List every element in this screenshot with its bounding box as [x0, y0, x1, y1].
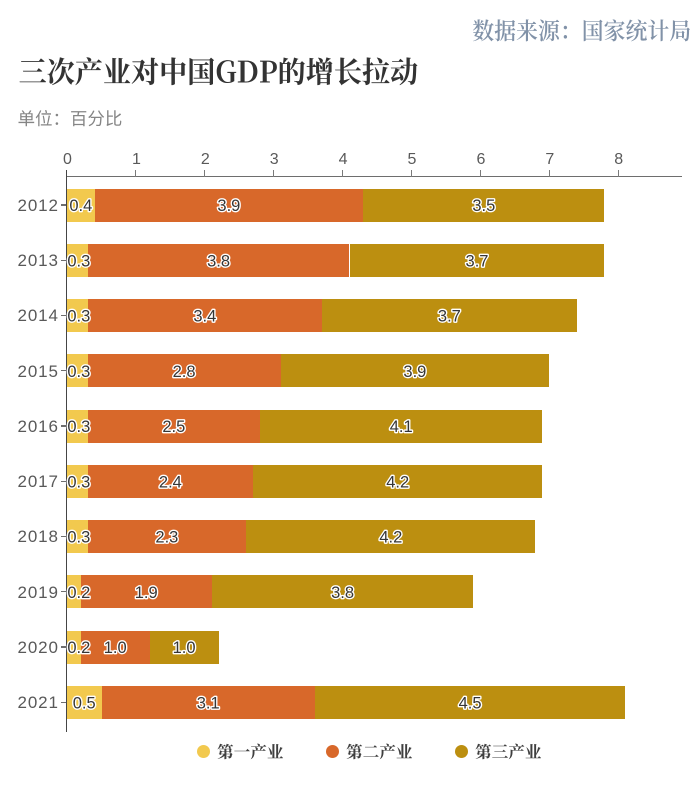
svg-text:1.0: 1.0 [104, 639, 127, 657]
svg-text:0.2: 0.2 [67, 639, 90, 657]
svg-text:2.3: 2.3 [155, 529, 178, 547]
svg-text:3.9: 3.9 [217, 197, 240, 215]
svg-text:3.8: 3.8 [331, 584, 354, 602]
svg-text:3.5: 3.5 [472, 197, 495, 215]
svg-text:3.9: 3.9 [403, 363, 426, 381]
svg-text:0.2: 0.2 [67, 584, 90, 602]
svg-text:3.7: 3.7 [466, 252, 489, 270]
svg-text:3.7: 3.7 [438, 308, 461, 326]
svg-text:0.5: 0.5 [73, 694, 96, 712]
svg-text:3.1: 3.1 [197, 694, 220, 712]
svg-text:0.4: 0.4 [69, 197, 92, 215]
svg-text:0.3: 0.3 [67, 363, 90, 381]
svg-text:3.4: 3.4 [193, 308, 216, 326]
svg-text:2.5: 2.5 [162, 418, 185, 436]
svg-text:1.0: 1.0 [173, 639, 196, 657]
svg-text:2.4: 2.4 [159, 473, 182, 491]
svg-text:2.8: 2.8 [173, 363, 196, 381]
svg-text:0.3: 0.3 [67, 308, 90, 326]
svg-text:4.2: 4.2 [386, 473, 409, 491]
svg-text:4.2: 4.2 [379, 529, 402, 547]
svg-text:1.9: 1.9 [135, 584, 158, 602]
svg-text:0.3: 0.3 [67, 529, 90, 547]
svg-text:4.1: 4.1 [390, 418, 413, 436]
svg-text:0.3: 0.3 [67, 418, 90, 436]
svg-text:4.5: 4.5 [459, 694, 482, 712]
svg-text:0.3: 0.3 [67, 252, 90, 270]
svg-text:3.8: 3.8 [207, 252, 230, 270]
svg-text:0.3: 0.3 [67, 473, 90, 491]
